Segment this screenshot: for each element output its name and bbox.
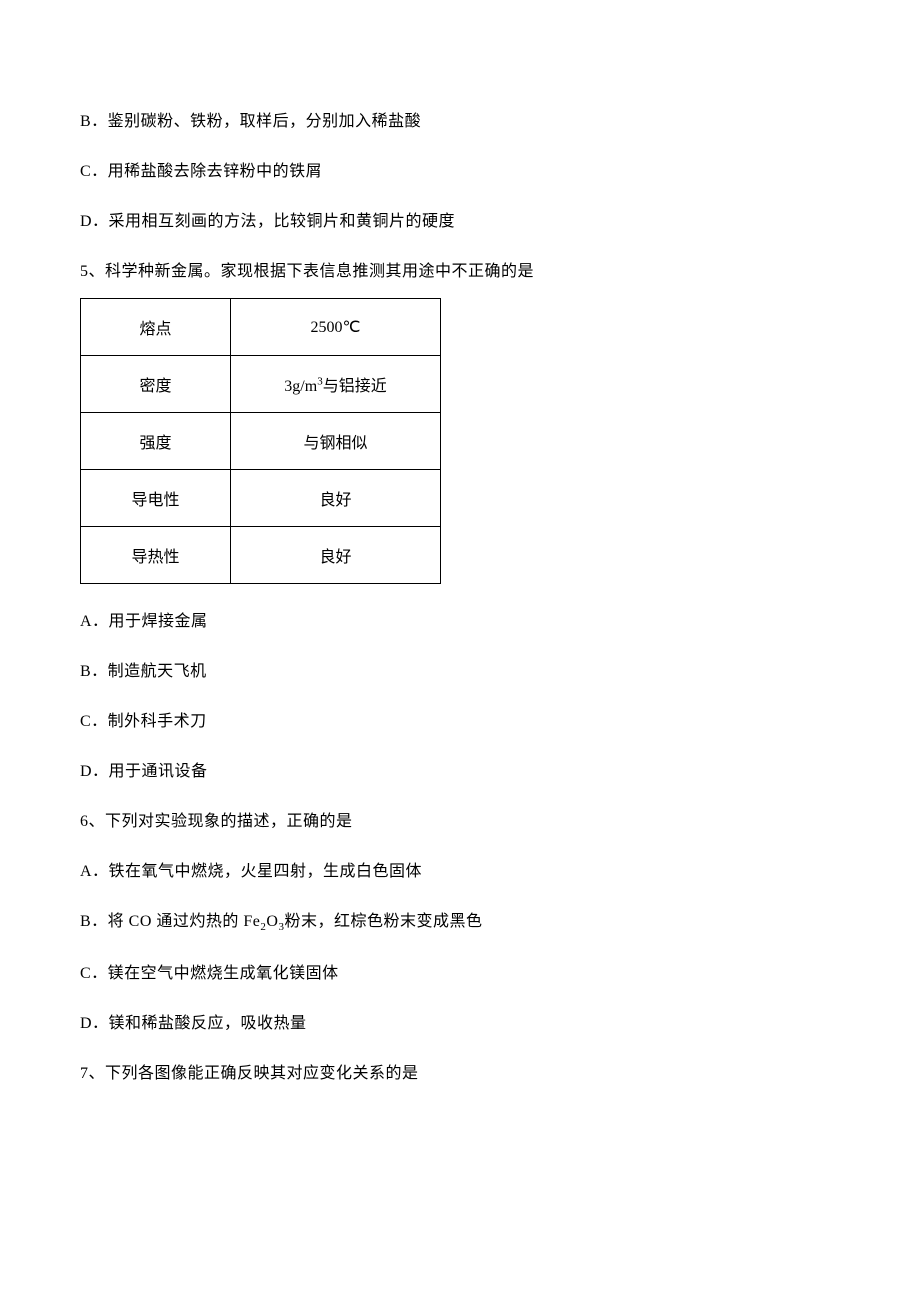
q6-option-c: C．镁在空气中燃烧生成氧化镁固体 <box>80 962 840 986</box>
cell-label: 强度 <box>81 413 231 470</box>
cell-value: 良好 <box>231 470 441 527</box>
q6b-mid: O <box>266 913 278 930</box>
q5-properties-table: 熔点 2500℃ 密度 3g/m3与铝接近 强度 与钢相似 导电性 良好 导热性… <box>80 298 441 584</box>
cell-label: 密度 <box>81 356 231 413</box>
q6-option-d: D．镁和稀盐酸反应，吸收热量 <box>80 1012 840 1036</box>
q6b-suffix: 粉末，红棕色粉末变成黑色 <box>284 913 482 930</box>
table-row: 导电性 良好 <box>81 470 441 527</box>
q6-option-b: B．将 CO 通过灼热的 Fe2O3粉末，红棕色粉末变成黑色 <box>80 910 840 936</box>
density-suffix: 与铝接近 <box>323 378 387 395</box>
cell-value: 3g/m3与铝接近 <box>231 356 441 413</box>
q5-option-b: B．制造航天飞机 <box>80 660 840 684</box>
q6-option-a: A．铁在氧气中燃烧，火星四射，生成白色固体 <box>80 860 840 884</box>
q5-option-c: C．制外科手术刀 <box>80 710 840 734</box>
cell-value: 与钢相似 <box>231 413 441 470</box>
q5-stem: 5、科学种新金属。家现根据下表信息推测其用途中不正确的是 <box>80 260 840 284</box>
q4-option-b: B．鉴别碳粉、铁粉，取样后，分别加入稀盐酸 <box>80 110 840 134</box>
cell-label: 导电性 <box>81 470 231 527</box>
cell-value: 良好 <box>231 527 441 584</box>
density-prefix: 3g/m <box>284 378 317 395</box>
table-row: 密度 3g/m3与铝接近 <box>81 356 441 413</box>
q4-option-c: C．用稀盐酸去除去锌粉中的铁屑 <box>80 160 840 184</box>
cell-label: 熔点 <box>81 299 231 356</box>
q5-option-d: D．用于通讯设备 <box>80 760 840 784</box>
q7-stem: 7、下列各图像能正确反映其对应变化关系的是 <box>80 1062 840 1086</box>
q6-stem: 6、下列对实验现象的描述，正确的是 <box>80 810 840 834</box>
cell-label: 导热性 <box>81 527 231 584</box>
q6b-prefix: B．将 CO 通过灼热的 Fe <box>80 913 260 930</box>
table-row: 导热性 良好 <box>81 527 441 584</box>
cell-value: 2500℃ <box>231 299 441 356</box>
q4-option-d: D．采用相互刻画的方法，比较铜片和黄铜片的硬度 <box>80 210 840 234</box>
table-row: 强度 与钢相似 <box>81 413 441 470</box>
table-row: 熔点 2500℃ <box>81 299 441 356</box>
q5-option-a: A．用于焊接金属 <box>80 610 840 634</box>
